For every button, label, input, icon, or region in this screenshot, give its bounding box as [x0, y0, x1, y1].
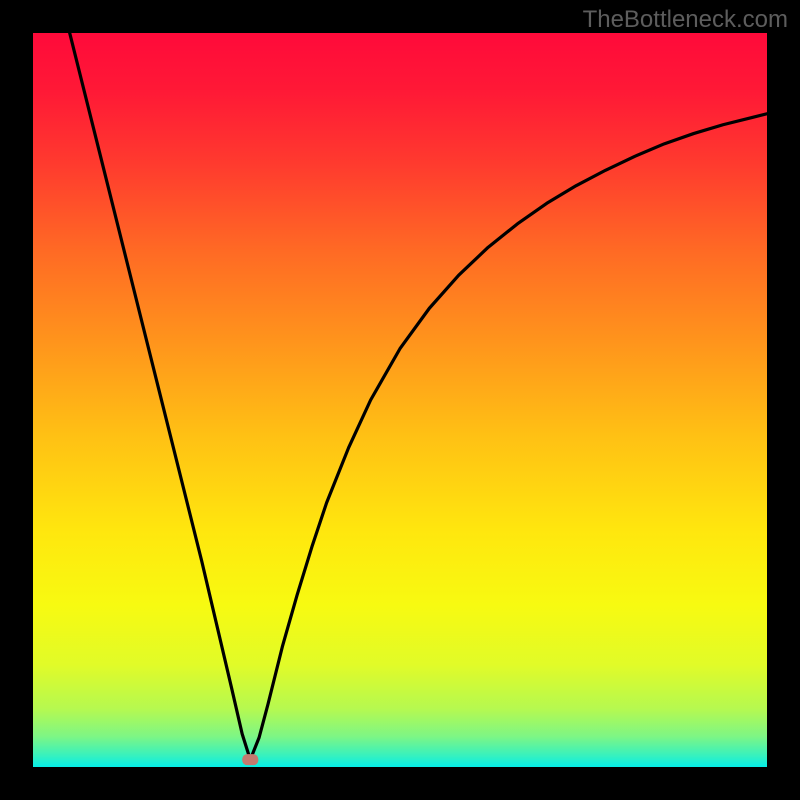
plot-area — [33, 33, 767, 767]
gradient-background — [33, 33, 767, 767]
minimum-marker — [242, 754, 258, 765]
chart-frame: TheBottleneck.com — [0, 0, 800, 800]
watermark-text: TheBottleneck.com — [583, 6, 788, 34]
chart-svg — [33, 33, 767, 767]
